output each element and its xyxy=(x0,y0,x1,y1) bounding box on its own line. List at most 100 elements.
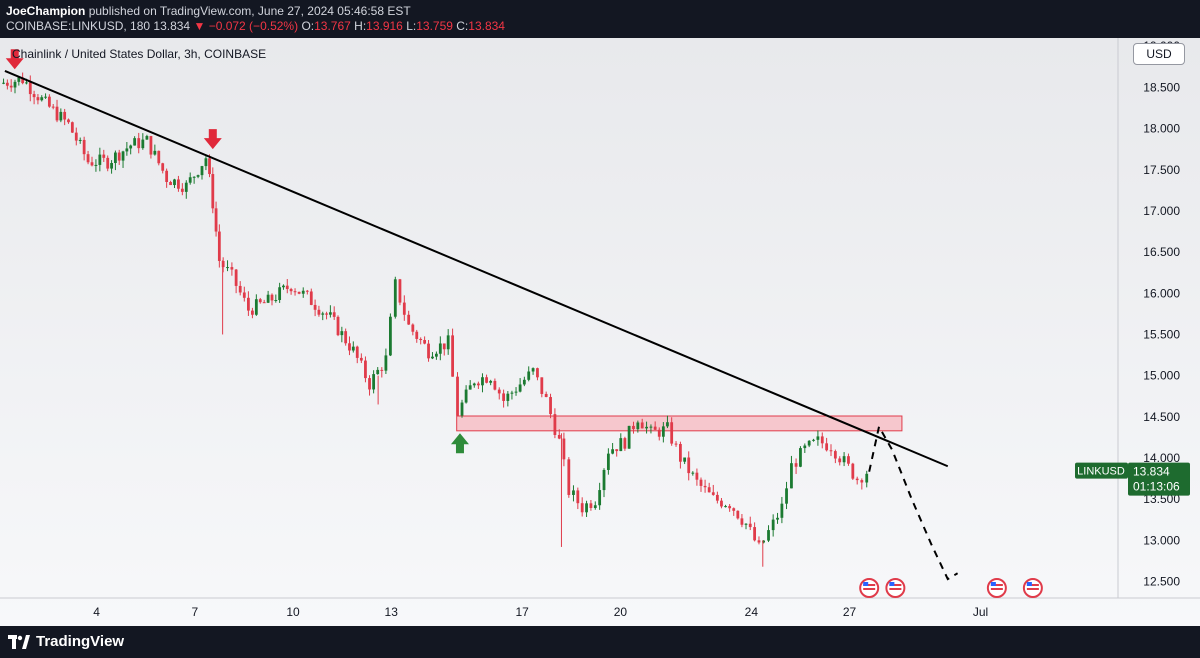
candle-body xyxy=(640,422,644,429)
change-value: −0.072 (−0.52%) xyxy=(208,19,299,33)
candle-body xyxy=(549,397,552,415)
candle-body xyxy=(217,231,221,261)
candle-body xyxy=(129,145,133,149)
candle-body xyxy=(117,152,121,161)
time-tick-label: 17 xyxy=(515,605,529,619)
candle-body xyxy=(785,488,788,504)
candle-body xyxy=(576,490,580,504)
candle-body xyxy=(110,163,113,169)
flag-canton xyxy=(863,582,869,586)
candle-body xyxy=(674,443,678,445)
symbol-label: COINBASE:LINKUSD, 180 xyxy=(6,19,151,33)
candle-body xyxy=(757,540,761,543)
candle-body xyxy=(661,426,665,437)
price-chart[interactable]: 19.00018.50018.00017.50017.00016.50016.0… xyxy=(0,38,1200,626)
candle-body xyxy=(615,449,619,452)
flag-canton xyxy=(889,582,895,586)
candle-body xyxy=(196,175,200,177)
resistance-zone[interactable] xyxy=(456,415,903,432)
candle-body xyxy=(297,291,301,294)
candle-body xyxy=(161,163,165,171)
tradingview-logo[interactable]: TradingView xyxy=(8,633,124,650)
projection-path[interactable] xyxy=(868,423,959,581)
candle-body xyxy=(192,176,196,178)
candle-body xyxy=(40,97,44,101)
time-tick-label: 4 xyxy=(93,605,100,619)
price-tick-label: 17.000 xyxy=(1143,204,1180,218)
flag-stripe xyxy=(863,588,876,590)
tradingview-icon xyxy=(8,634,30,649)
candle-body xyxy=(355,346,359,358)
price-axis[interactable]: 19.00018.50018.00017.50017.00016.50016.0… xyxy=(1143,39,1180,588)
candle-body xyxy=(514,391,518,393)
event-markers[interactable] xyxy=(859,578,1043,598)
currency-button[interactable]: USD xyxy=(1133,43,1185,65)
author-name[interactable]: JoeChampion xyxy=(6,4,86,18)
candle-body xyxy=(321,313,325,315)
candle-body xyxy=(388,316,392,356)
candle-body xyxy=(380,369,384,371)
candle-body xyxy=(74,132,78,141)
candle-body xyxy=(771,519,775,531)
candle-body xyxy=(137,138,141,149)
last-price-value: 13.834 xyxy=(1133,465,1170,479)
flag-stripe xyxy=(863,584,876,586)
candle-body xyxy=(427,343,430,359)
arrow-down-icon xyxy=(203,129,222,150)
candle-body xyxy=(803,445,807,449)
candle-body xyxy=(106,157,110,169)
candle-body xyxy=(145,136,149,140)
candle-body xyxy=(720,500,723,507)
candle-body xyxy=(540,377,544,394)
candle-body xyxy=(98,154,102,165)
candle-body xyxy=(767,530,770,541)
candle-body xyxy=(368,378,371,390)
candle-body xyxy=(282,285,285,288)
candle-body xyxy=(736,510,740,519)
candle-body xyxy=(63,111,67,120)
candle-body xyxy=(376,369,380,375)
candle-body xyxy=(732,508,736,511)
symbol-tag-label: LINKUSD xyxy=(1077,466,1125,478)
candle-body xyxy=(204,158,208,167)
candle-body xyxy=(67,119,70,123)
candle-body xyxy=(562,438,566,460)
candle-body xyxy=(812,439,815,441)
candle-body xyxy=(816,436,820,440)
candle-body xyxy=(266,294,270,303)
candle-body xyxy=(476,383,480,386)
candle-body xyxy=(36,97,40,101)
candle-body xyxy=(21,77,25,84)
candle-body xyxy=(544,393,548,398)
candle-body xyxy=(102,154,106,158)
candle-body xyxy=(780,503,784,518)
candle-body xyxy=(715,494,719,501)
time-axis[interactable]: 4 7 10 13 17 20 24 27 Jul xyxy=(93,605,988,619)
candle-body xyxy=(226,267,229,269)
candle-body xyxy=(851,463,855,479)
candle-body xyxy=(293,291,297,293)
candle-body xyxy=(274,299,278,301)
candle-body xyxy=(214,208,218,232)
candle-body xyxy=(200,166,204,176)
candle-body xyxy=(230,267,234,270)
chart-title: Chainlink / United States Dollar, 3h, CO… xyxy=(12,47,267,61)
candle-body xyxy=(619,438,623,452)
candle-body xyxy=(649,426,653,428)
candle-body xyxy=(790,463,793,489)
candle-body xyxy=(703,485,707,488)
candle-body xyxy=(691,472,695,474)
candle-body xyxy=(502,393,506,401)
candle-body xyxy=(446,335,450,350)
published-text: published on TradingView.com, June 27, 2… xyxy=(88,4,411,18)
candle-body xyxy=(419,338,423,341)
candle-body xyxy=(78,139,82,141)
candle-body xyxy=(32,94,36,98)
flag-canton xyxy=(990,582,996,586)
candle-body xyxy=(86,154,90,163)
candle-body xyxy=(351,346,355,351)
candle-body xyxy=(251,310,254,315)
trendline[interactable] xyxy=(4,70,949,468)
candle-body xyxy=(442,343,446,350)
